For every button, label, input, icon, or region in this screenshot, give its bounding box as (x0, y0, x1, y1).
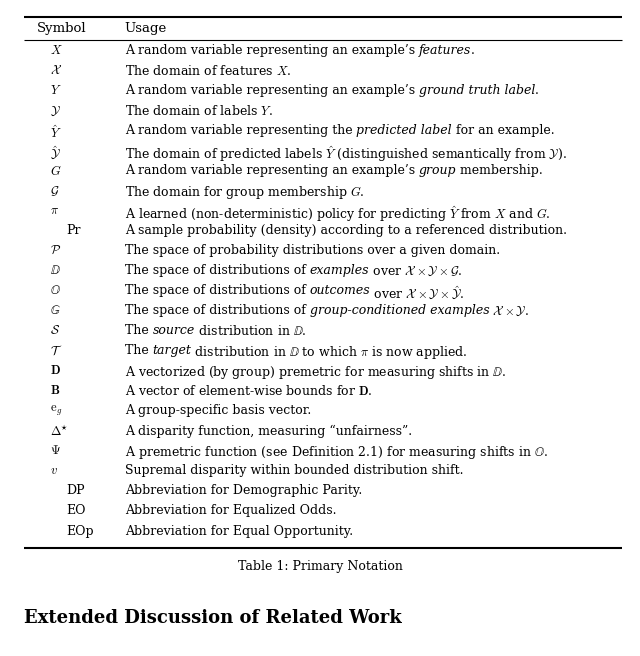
Text: ground truth label: ground truth label (419, 85, 535, 97)
Text: Usage: Usage (125, 22, 167, 35)
Text: $Y$: $Y$ (50, 85, 61, 97)
Text: group-conditioned examples: group-conditioned examples (310, 304, 490, 318)
Text: The: The (125, 344, 152, 358)
Text: $\mathbb{G}$: $\mathbb{G}$ (50, 304, 61, 318)
Text: $\mathcal{G}$: $\mathcal{G}$ (50, 184, 60, 198)
Text: Extended Discussion of Related Work: Extended Discussion of Related Work (24, 609, 402, 626)
Text: $\Delta^{\star}$: $\Delta^{\star}$ (50, 424, 68, 439)
Text: A random variable representing an example’s: A random variable representing an exampl… (125, 165, 419, 177)
Text: The space of distributions of: The space of distributions of (125, 264, 310, 277)
Text: A vector of element-wise bounds for $\mathbf{D}$.: A vector of element-wise bounds for $\ma… (125, 384, 372, 398)
Text: over $\mathcal{X} \times \mathcal{Y} \times \hat{\mathcal{Y}}$.: over $\mathcal{X} \times \mathcal{Y} \ti… (371, 285, 465, 301)
Text: Pr: Pr (66, 224, 81, 237)
Text: A random variable representing the: A random variable representing the (125, 125, 356, 137)
Text: The space of distributions of: The space of distributions of (125, 304, 310, 318)
Text: A learned (non-deterministic) policy for predicting $\hat{Y}$ from $X$ and $G$.: A learned (non-deterministic) policy for… (125, 205, 550, 224)
Text: $\mathcal{X} \times \mathcal{Y}$.: $\mathcal{X} \times \mathcal{Y}$. (490, 304, 529, 318)
Text: Symbol: Symbol (37, 22, 87, 35)
Text: predicted label: predicted label (356, 125, 452, 137)
Text: $\mathbf{D}$: $\mathbf{D}$ (50, 365, 61, 377)
Text: Table 1: Primary Notation: Table 1: Primary Notation (237, 560, 403, 573)
Text: Supremal disparity within bounded distribution shift.: Supremal disparity within bounded distri… (125, 464, 463, 478)
Text: The domain of labels $Y$.: The domain of labels $Y$. (125, 104, 273, 118)
Text: $\mathcal{T}$: $\mathcal{T}$ (50, 344, 62, 358)
Text: $\hat{\mathcal{Y}}$: $\hat{\mathcal{Y}}$ (50, 144, 61, 161)
Text: $\hat{Y}$: $\hat{Y}$ (50, 125, 61, 141)
Text: The: The (125, 325, 152, 337)
Text: The space of distributions of: The space of distributions of (125, 285, 310, 297)
Text: Abbreviation for Demographic Parity.: Abbreviation for Demographic Parity. (125, 485, 362, 497)
Text: distribution in $\mathbb{D}$ to which $\pi$ is now applied.: distribution in $\mathbb{D}$ to which $\… (191, 344, 468, 361)
Text: $\mathcal{P}$: $\mathcal{P}$ (50, 245, 61, 257)
Text: outcomes: outcomes (310, 285, 371, 297)
Text: A vectorized (by group) premetric for measuring shifts in $\mathbb{D}$.: A vectorized (by group) premetric for me… (125, 365, 506, 381)
Text: The space of probability distributions over a given domain.: The space of probability distributions o… (125, 245, 500, 257)
Text: $G$: $G$ (50, 165, 61, 178)
Text: A group-specific basis vector.: A group-specific basis vector. (125, 405, 311, 417)
Text: $v$: $v$ (50, 464, 58, 478)
Text: target: target (152, 344, 191, 358)
Text: distribution in $\mathbb{D}$.: distribution in $\mathbb{D}$. (195, 325, 307, 338)
Text: over $\mathcal{X} \times \mathcal{Y} \times \mathcal{G}$.: over $\mathcal{X} \times \mathcal{Y} \ti… (369, 264, 463, 277)
Text: Abbreviation for Equal Opportunity.: Abbreviation for Equal Opportunity. (125, 525, 353, 537)
Text: source: source (152, 325, 195, 337)
Text: $X$: $X$ (50, 45, 63, 57)
Text: $\mathcal{X}$: $\mathcal{X}$ (50, 64, 62, 77)
Text: $\mathrm{e}_g$: $\mathrm{e}_g$ (50, 405, 62, 419)
Text: The domain for group membership $G$.: The domain for group membership $G$. (125, 184, 365, 201)
Text: $\mathcal{Y}$: $\mathcal{Y}$ (50, 104, 61, 117)
Text: examples: examples (310, 264, 369, 277)
Text: for an example.: for an example. (452, 125, 555, 137)
Text: A random variable representing an example’s: A random variable representing an exampl… (125, 85, 419, 97)
Text: group: group (419, 165, 456, 177)
Text: $\mathbb{D}$: $\mathbb{D}$ (50, 264, 61, 277)
Text: features: features (419, 45, 471, 57)
Text: $\mathbb{O}$: $\mathbb{O}$ (50, 285, 61, 297)
Text: membership.: membership. (456, 165, 543, 177)
Text: $\pi$: $\pi$ (50, 205, 59, 217)
Text: EO: EO (66, 504, 85, 518)
Text: DP: DP (66, 485, 84, 497)
Text: A disparity function, measuring “unfairness”.: A disparity function, measuring “unfairn… (125, 424, 412, 438)
Text: Abbreviation for Equalized Odds.: Abbreviation for Equalized Odds. (125, 504, 336, 518)
Text: The domain of predicted labels $\hat{Y}$ (distinguished semantically from $\math: The domain of predicted labels $\hat{Y}$… (125, 144, 566, 164)
Text: A random variable representing an example’s: A random variable representing an exampl… (125, 45, 419, 57)
Text: The domain of features $X$.: The domain of features $X$. (125, 64, 291, 78)
Text: $\mathcal{S}$: $\mathcal{S}$ (50, 325, 60, 337)
Text: A premetric function (see Definition 2.1) for measuring shifts in $\mathbb{O}$.: A premetric function (see Definition 2.1… (125, 445, 548, 461)
Text: $\Psi$: $\Psi$ (50, 445, 61, 457)
Text: $\mathbf{B}$: $\mathbf{B}$ (50, 384, 60, 398)
Text: .: . (535, 85, 539, 97)
Text: A sample probability (density) according to a referenced distribution.: A sample probability (density) according… (125, 224, 567, 237)
Text: EOp: EOp (66, 525, 93, 537)
Text: .: . (471, 45, 475, 57)
